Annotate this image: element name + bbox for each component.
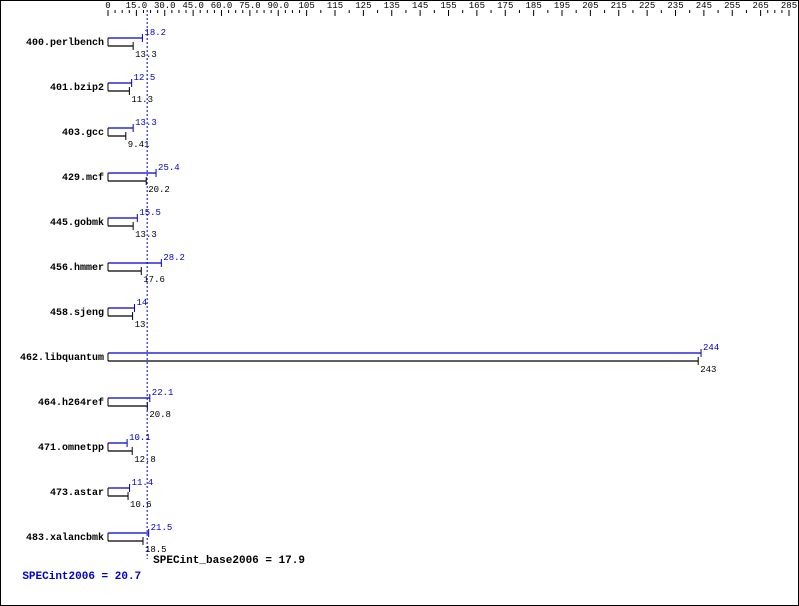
base-value: 243 — [700, 365, 716, 375]
benchmark-name: 456.hmmer — [50, 262, 104, 274]
x-tick-label: 90.0 — [267, 1, 289, 11]
x-tick-label: 75.0 — [239, 1, 261, 11]
peak-value: 244 — [703, 343, 719, 353]
x-tick-label: 235 — [667, 1, 683, 11]
benchmark-name: 458.sjeng — [50, 307, 104, 319]
x-tick-label: 115 — [327, 1, 343, 11]
peak-value: 22.1 — [152, 388, 174, 398]
benchmark-name: 471.omnetpp — [38, 443, 104, 454]
x-tick-label: 245 — [696, 1, 712, 11]
x-tick-label: 60.0 — [211, 1, 233, 11]
peak-value: 18.2 — [144, 28, 166, 38]
x-tick-label: 155 — [440, 1, 456, 11]
base-value: 20.8 — [149, 410, 171, 420]
base-value: 20.2 — [148, 185, 170, 195]
base-value: 13.3 — [135, 230, 157, 240]
base-value: 9.41 — [128, 140, 150, 150]
x-tick-label: 135 — [384, 1, 400, 11]
x-tick-label: 105 — [299, 1, 315, 11]
peak-value: 14 — [136, 298, 147, 308]
peak-value: 21.5 — [151, 523, 173, 533]
benchmark-name: 400.perlbench — [26, 37, 104, 49]
x-tick-label: 285 — [781, 1, 797, 11]
summary-peak-label: SPECint2006 = 20.7 — [22, 571, 141, 583]
x-tick-label: 205 — [582, 1, 598, 11]
base-value: 10.6 — [130, 500, 152, 510]
x-tick-label: 195 — [554, 1, 570, 11]
peak-value: 11.4 — [132, 478, 154, 488]
peak-value: 13.3 — [135, 118, 157, 128]
x-tick-label: 255 — [724, 1, 740, 11]
benchmark-name: 401.bzip2 — [50, 82, 104, 94]
x-tick-label: 45.0 — [182, 1, 204, 11]
base-value: 13.3 — [135, 50, 157, 60]
benchmark-name: 483.xalancbmk — [26, 532, 104, 544]
base-value: 11.3 — [131, 95, 153, 105]
x-tick-label: 125 — [355, 1, 371, 11]
benchmark-name: 403.gcc — [62, 128, 104, 139]
benchmark-name: 445.gobmk — [50, 217, 104, 229]
benchmark-name: 462.libquantum — [20, 352, 104, 364]
peak-value: 25.4 — [158, 163, 180, 173]
benchmark-name: 464.h264ref — [38, 397, 104, 409]
peak-value: 15.5 — [139, 208, 161, 218]
benchmark-name: 429.mcf — [62, 172, 104, 184]
x-tick-label: 215 — [611, 1, 627, 11]
summary-base-label: SPECint_base2006 = 17.9 — [153, 555, 305, 567]
peak-value: 28.2 — [163, 253, 185, 263]
x-tick-label: 225 — [639, 1, 655, 11]
base-value: 17.6 — [143, 275, 165, 285]
spec-benchmark-chart: 0 15.0 30.0 45.0 60.0 75.0 90.0 105 115 125 135 145… — [0, 0, 799, 606]
base-value: 12.8 — [134, 455, 156, 465]
x-tick-label: 0 — [105, 1, 110, 11]
x-tick-label: 175 — [497, 1, 513, 11]
x-tick-label: 265 — [753, 1, 769, 11]
x-tick-label: 185 — [526, 1, 542, 11]
benchmark-name: 473.astar — [50, 488, 104, 499]
x-tick-label: 30.0 — [154, 1, 176, 11]
base-value: 13 — [135, 320, 146, 330]
x-tick-label: 145 — [412, 1, 428, 11]
peak-value: 12.5 — [134, 73, 156, 83]
x-tick-label: 15.0 — [126, 1, 148, 11]
base-value: 18.5 — [145, 545, 167, 555]
x-tick-label: 165 — [469, 1, 485, 11]
